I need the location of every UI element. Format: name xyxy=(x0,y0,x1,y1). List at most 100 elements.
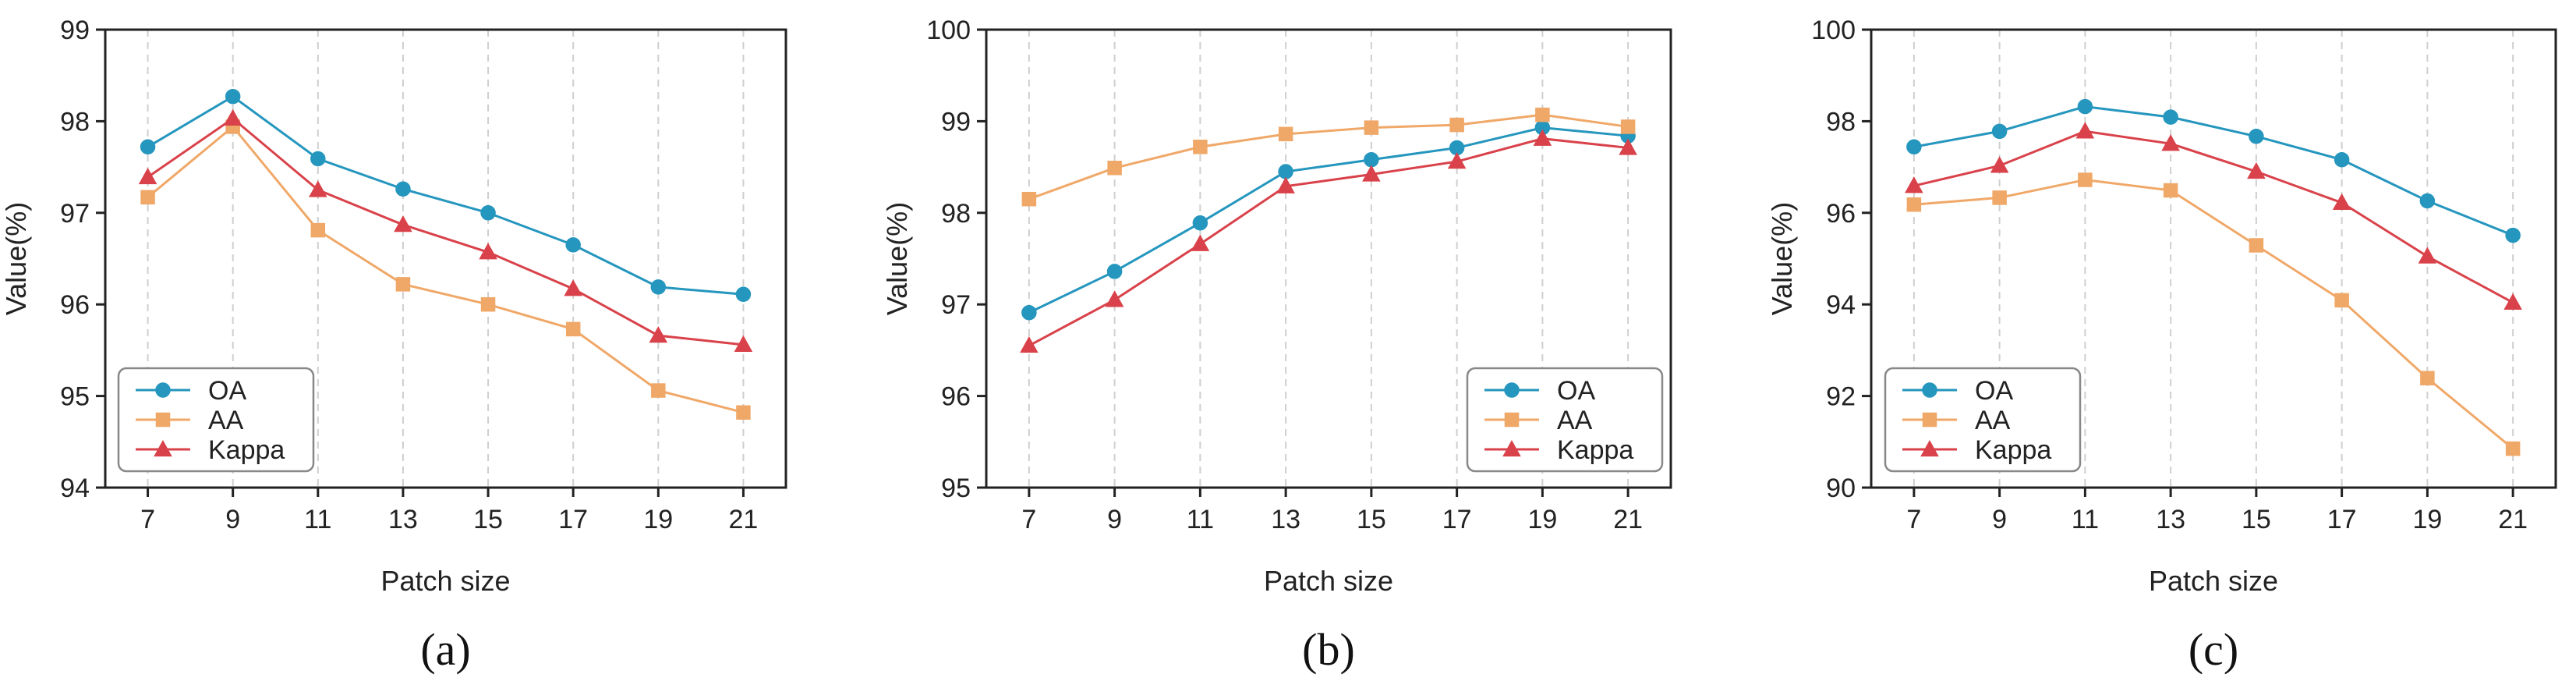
x-tick-label: 21 xyxy=(2498,505,2528,534)
data-point-kappa xyxy=(1905,176,1923,193)
x-tick-label: 7 xyxy=(1906,505,1921,534)
data-point-oa xyxy=(2334,151,2350,168)
x-tick-label: 7 xyxy=(1021,505,1036,534)
data-point-oa xyxy=(1106,264,1123,279)
y-tick-label: 99 xyxy=(60,16,90,45)
x-tick-label: 11 xyxy=(1187,505,1214,534)
data-point-oa xyxy=(1991,123,2008,140)
data-point-oa xyxy=(2249,129,2264,144)
legend-marker-oa xyxy=(155,382,171,398)
data-point-kappa xyxy=(1020,335,1039,353)
series-aa xyxy=(1906,172,2521,456)
x-axis-label: Patch size xyxy=(380,565,510,597)
y-tick-label: 94 xyxy=(60,474,90,503)
legend-label-aa: AA xyxy=(1975,406,2011,435)
data-point-kappa xyxy=(1191,234,1210,251)
data-point-kappa xyxy=(2075,122,2095,139)
data-point-oa xyxy=(565,237,581,253)
legend-label-oa: OA xyxy=(1975,376,2013,406)
y-tick-label: 96 xyxy=(1826,199,1856,229)
data-point-kappa xyxy=(2161,134,2180,151)
panel-caption: (b) xyxy=(1302,624,1355,675)
panel-caption: (c) xyxy=(2189,624,2238,675)
x-tick-label: 17 xyxy=(2327,505,2357,534)
x-tick-label: 11 xyxy=(2072,505,2099,534)
data-point-oa xyxy=(2077,98,2093,115)
data-point-kappa xyxy=(479,243,497,260)
data-point-aa xyxy=(1278,126,1293,142)
data-point-oa xyxy=(395,181,411,197)
y-tick-label: 100 xyxy=(926,16,971,45)
y-tick-label: 96 xyxy=(60,290,90,320)
y-axis-label: Value(%) xyxy=(1766,202,1798,315)
data-point-kappa xyxy=(309,180,327,197)
chart-panel-3: 7 9 11 13 15 17 19 21 90 92 94 96 98 100 Patch size Val… xyxy=(1766,16,2557,675)
x-tick-label: 19 xyxy=(643,505,673,534)
y-tick-label: 97 xyxy=(60,199,90,229)
x-axis-label: Patch size xyxy=(1264,565,1393,597)
data-point-kappa xyxy=(1533,129,1552,146)
data-point-aa xyxy=(2505,441,2521,456)
x-tick-label: 15 xyxy=(2242,505,2271,534)
data-point-kappa xyxy=(394,215,412,232)
legend-marker-aa xyxy=(155,412,171,428)
legend-label-aa: AA xyxy=(208,406,244,435)
data-point-aa xyxy=(2163,183,2178,198)
x-tick-label: 11 xyxy=(304,505,331,534)
data-point-aa xyxy=(1535,107,1550,122)
data-point-oa xyxy=(140,139,156,155)
y-tick-label: 95 xyxy=(60,382,90,412)
data-point-oa xyxy=(2505,227,2521,243)
y-tick-label: 98 xyxy=(1826,107,1856,137)
legend-marker-kappa xyxy=(1502,439,1521,457)
data-point-aa xyxy=(310,222,326,238)
x-tick-label: 13 xyxy=(388,505,418,534)
y-axis-label: Value(%) xyxy=(881,202,913,315)
data-point-kappa xyxy=(1619,138,1637,155)
series-oa xyxy=(1021,119,1636,321)
legend-label-kappa: Kappa xyxy=(1975,435,2051,465)
data-point-kappa xyxy=(1362,165,1381,182)
series-line-aa xyxy=(1028,113,1629,201)
data-point-kappa xyxy=(1990,156,2009,173)
data-point-oa xyxy=(2163,109,2178,125)
x-tick-label: 21 xyxy=(1613,505,1643,534)
data-point-aa xyxy=(736,405,751,420)
data-point-kappa xyxy=(2247,161,2266,179)
data-point-oa xyxy=(650,279,667,295)
x-tick-label: 9 xyxy=(1992,505,2007,534)
legend-label-oa: OA xyxy=(1557,376,1595,406)
x-tick-label: 13 xyxy=(2156,505,2185,534)
series-line-aa xyxy=(147,125,744,414)
data-point-aa xyxy=(1193,140,1208,154)
chart-panel-2: 7 9 11 13 15 17 19 21 95 96 97 98 99 100 Patch size Val… xyxy=(881,16,1672,675)
data-point-aa xyxy=(480,296,496,312)
data-point-oa xyxy=(1906,139,1922,155)
series-line-oa xyxy=(147,94,744,296)
data-point-aa xyxy=(565,321,581,337)
series-line-oa xyxy=(1913,105,2514,236)
data-point-aa xyxy=(1906,197,1922,212)
y-tick-label: 98 xyxy=(60,107,90,137)
series-line-kappa xyxy=(1913,130,2514,304)
axes-frame xyxy=(985,28,1672,489)
y-tick-label: 90 xyxy=(1826,474,1856,503)
series-kappa xyxy=(138,108,753,353)
legend-label-kappa: Kappa xyxy=(1557,435,1633,465)
data-point-aa xyxy=(140,190,155,205)
data-point-oa xyxy=(310,151,326,167)
x-tick-label: 21 xyxy=(729,505,759,534)
y-tick-label: 97 xyxy=(941,290,971,320)
series-oa xyxy=(1906,98,2521,243)
y-tick-label: 92 xyxy=(1826,382,1856,412)
data-point-kappa xyxy=(2503,293,2522,311)
y-tick-label: 94 xyxy=(1826,290,1856,320)
legend-label-aa: AA xyxy=(1557,406,1593,435)
series-line-aa xyxy=(1913,179,2514,450)
x-tick-label: 9 xyxy=(1107,505,1122,534)
x-axis-label: Patch size xyxy=(2149,565,2278,597)
legend-label-kappa: Kappa xyxy=(208,435,285,465)
